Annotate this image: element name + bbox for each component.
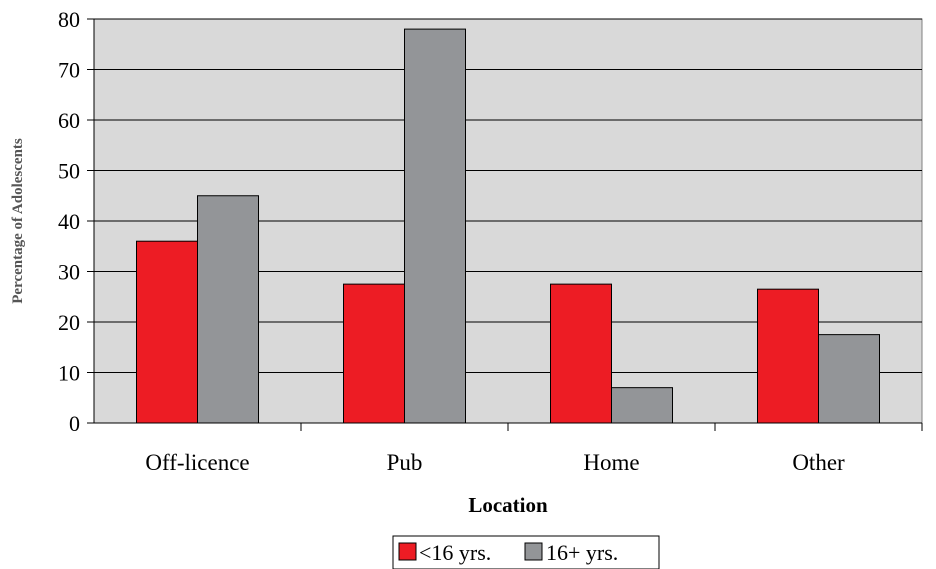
bar-other-series-1 xyxy=(818,334,880,424)
bar-home-series-1 xyxy=(611,387,673,424)
x-tick-label: Other xyxy=(792,450,845,475)
x-axis-title: Location xyxy=(468,493,548,517)
y-tick-label: 20 xyxy=(58,310,80,335)
y-tick-label: 50 xyxy=(58,159,80,184)
legend-swatch-under-16 xyxy=(398,542,417,561)
bar-off-licence-series-0 xyxy=(136,240,198,424)
y-tick-label: 80 xyxy=(58,7,80,32)
bar-pub-series-1 xyxy=(404,28,466,424)
y-tick-label: 30 xyxy=(58,260,80,285)
y-tick-label: 70 xyxy=(58,58,80,83)
bar-other-series-0 xyxy=(757,288,819,424)
y-tick-label: 60 xyxy=(58,108,80,133)
legend: <16 yrs. 16+ yrs. xyxy=(392,535,660,569)
axes xyxy=(87,18,923,431)
x-tick-label: Pub xyxy=(387,450,423,475)
bar-home-series-0 xyxy=(550,283,612,424)
x-tick-label: Home xyxy=(583,450,639,475)
bars xyxy=(136,28,880,424)
legend-swatch-16-plus xyxy=(524,542,543,561)
y-tick-label: 40 xyxy=(58,209,80,234)
legend-label-under-16: <16 yrs. xyxy=(419,540,491,565)
bar-pub-series-0 xyxy=(343,283,405,424)
x-tick-label: Off-licence xyxy=(145,450,249,475)
y-tick-label: 10 xyxy=(58,361,80,386)
legend-label-16-plus: 16+ yrs. xyxy=(546,540,618,565)
y-tick-label: 0 xyxy=(69,411,80,436)
x-tick-labels: Off-licence Pub Home Other xyxy=(145,450,845,475)
y-axis-title: Percentage of Adolescents xyxy=(10,138,26,304)
bar-off-licence-series-1 xyxy=(197,195,259,424)
y-tick-labels: 0 10 20 30 40 50 60 70 80 xyxy=(58,7,80,436)
